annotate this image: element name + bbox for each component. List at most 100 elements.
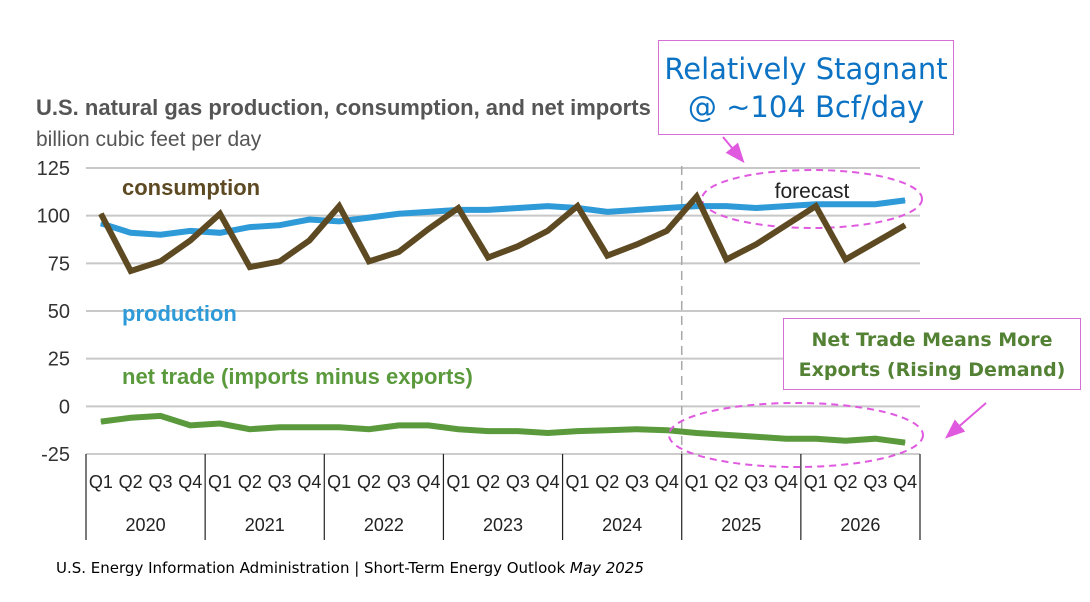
data-point-consumption [517,245,519,247]
y-tick-label: 25 [48,349,70,371]
data-point-production [725,205,727,207]
footer-edition: May 2025 [569,559,644,577]
x-tick-year: 2023 [483,515,523,535]
source-footer: U.S. Energy Information Administration |… [56,559,644,577]
data-point-consumption [338,205,340,207]
data-point-consumption [874,241,876,243]
data-point-net-trade [428,424,430,426]
x-tick-quarter: Q1 [327,472,351,492]
data-point-net-trade [636,428,638,430]
stagnant-callout-line1: Relatively Stagnant [664,52,948,86]
y-tick-label: 100 [37,206,70,228]
y-tick-label: 125 [37,158,70,180]
x-tick-quarter: Q2 [357,472,381,492]
data-point-consumption [666,230,668,232]
series-line-net-trade [100,412,906,446]
forecast-label: forecast [775,180,850,203]
data-point-consumption [308,239,310,241]
data-point-net-trade [517,430,519,432]
stagnant-callout-line2: @ ~104 Bcf/day [687,90,925,124]
net-trade-callout-line2: Exports (Rising Demand) [798,359,1066,381]
series-line-production [99,197,906,238]
x-tick-quarter: Q3 [506,472,530,492]
data-point-net-trade [785,438,787,440]
net-trade-arrow [944,402,987,439]
data-point-net-trade [487,430,489,432]
y-axis-ticks: 125 100 75 50 25 0 -25 [37,158,70,466]
data-point-consumption [576,205,578,207]
data-point-net-trade [219,422,221,424]
data-point-consumption [100,213,102,215]
data-point-production [368,217,370,219]
data-point-consumption [249,266,251,268]
data-point-net-trade [904,442,906,444]
x-tick-quarter: Q4 [297,472,321,492]
data-point-production [874,203,876,205]
data-point-consumption [845,259,847,261]
data-point-consumption [189,239,191,241]
data-point-production [696,205,698,207]
data-point-production [159,234,161,236]
data-point-consumption [815,205,817,207]
x-tick-quarter: Q4 [893,472,917,492]
data-point-production [189,230,191,232]
x-tick-quarter: Q2 [476,472,500,492]
y-tick-label: 50 [48,301,70,323]
data-point-production [398,213,400,215]
x-tick-quarter: Q3 [744,472,768,492]
x-tick-quarter: Q2 [595,472,619,492]
data-point-consumption [755,243,757,245]
x-tick-quarter: Q2 [238,472,262,492]
x-tick-quarter: Q4 [536,472,560,492]
data-point-net-trade [130,417,132,419]
data-point-production [636,209,638,211]
x-tick-quarter: Q2 [834,472,858,492]
data-point-net-trade [755,436,757,438]
data-point-production [308,218,310,220]
x-tick-quarter: Q1 [208,472,232,492]
annotations [668,136,987,468]
data-point-consumption [547,230,549,232]
x-tick-year: 2020 [126,515,166,535]
x-tick-quarter: Q3 [387,472,411,492]
x-tick-quarter: Q4 [178,472,202,492]
x-tick-quarter: Q1 [804,472,828,492]
data-point-net-trade [457,428,459,430]
series-lines [98,191,907,446]
data-point-consumption [428,228,430,230]
data-point-consumption [398,251,400,253]
y-tick-label: 0 [59,396,70,418]
net-trade-ellipse [668,402,924,468]
data-point-production [219,232,221,234]
x-tick-year: 2021 [245,515,285,535]
data-point-consumption [159,260,161,262]
data-point-net-trade [666,429,668,431]
data-point-net-trade [249,428,251,430]
y-tick-label: -25 [41,444,70,466]
x-tick-quarter: Q1 [685,472,709,492]
x-tick-year: 2022 [364,515,404,535]
data-point-consumption [904,224,906,226]
data-point-consumption [368,260,370,262]
data-point-net-trade [725,434,727,436]
x-tick-quarter: Q3 [625,472,649,492]
data-point-production [845,203,847,205]
data-point-production [785,205,787,207]
data-point-net-trade [189,424,191,426]
data-point-consumption [696,196,698,198]
data-point-production [606,211,608,213]
x-tick-quarter: Q2 [119,472,143,492]
x-tick-quarter: Q4 [774,472,798,492]
x-tick-year: 2026 [840,515,880,535]
data-point-production [755,207,757,209]
data-point-consumption [130,270,132,272]
data-point-consumption [219,213,221,215]
grid-lines [86,167,920,408]
data-point-production [487,209,489,211]
data-point-net-trade [874,438,876,440]
data-point-production [517,207,519,209]
x-tick-quarter: Q3 [268,472,292,492]
forecast-ellipse [701,169,923,229]
data-point-production [130,232,132,234]
